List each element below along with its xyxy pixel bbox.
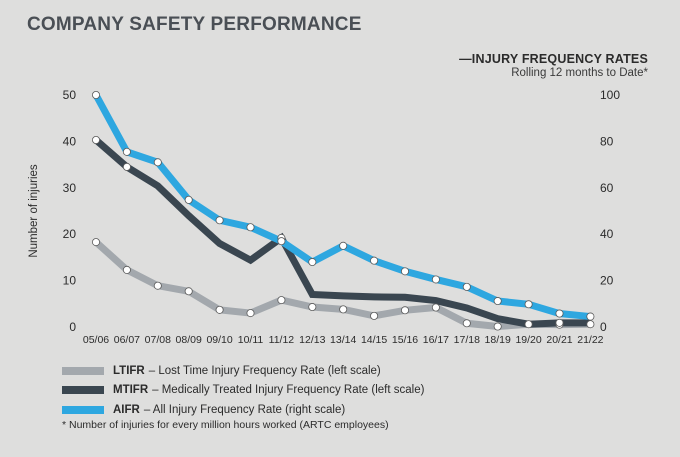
data-point-aifr: [400, 267, 409, 276]
legend-text-aifr: – All Injury Frequency Rate (right scale…: [143, 403, 346, 416]
x-tick-label: 15/16: [392, 334, 418, 346]
series-line-ltifr: [93, 239, 591, 331]
data-point-ltifr: [431, 303, 440, 312]
chart-subtitle: Rolling 12 months to Date*: [511, 67, 648, 79]
data-point-aifr: [493, 297, 502, 306]
data-point-ltifr: [493, 322, 502, 331]
x-tick-label: 17/18: [454, 334, 480, 346]
y-tick-label-left: 0: [69, 320, 76, 334]
data-point-ltifr: [308, 303, 317, 312]
line-chart: 0 10 20 30 40 50 0 20 40 60 80 100 Number of injurie…: [28, 88, 620, 346]
y-tick-label-right: 100: [600, 88, 620, 102]
legend-item-ltifr: LTIFR – Lost Time Injury Frequency Rate …: [62, 361, 424, 381]
data-point-ltifr: [122, 265, 131, 274]
data-point-aifr: [370, 256, 379, 265]
data-point-aifr: [215, 216, 224, 225]
x-tick-label: 07/08: [145, 334, 171, 346]
data-point-aifr: [462, 282, 471, 291]
data-point-ltifr: [462, 319, 471, 328]
y-tick-label-right: 0: [600, 320, 607, 334]
y-tick-label-right: 60: [600, 181, 614, 195]
y-tick-label-left: 30: [63, 181, 77, 195]
legend-item-mtifr: MTIFR – Medically Treated Injury Frequen…: [62, 381, 424, 401]
y-tick-label-left: 50: [63, 88, 77, 102]
series-line-mtifr: [93, 137, 591, 328]
data-point-aifr: [431, 275, 440, 284]
data-point-aifr: [153, 158, 162, 167]
legend-code-aifr: AIFR: [113, 403, 140, 416]
legend-item-aifr: AIFR – All Injury Frequency Rate (right …: [62, 400, 424, 420]
data-point-mtifr: [555, 318, 564, 327]
x-tick-label: 18/19: [485, 334, 511, 346]
legend-swatch-mtifr: [62, 386, 104, 395]
data-point-aifr: [308, 258, 317, 267]
x-tick-label: 21/22: [577, 334, 603, 346]
x-tick-label: 08/09: [176, 334, 202, 346]
legend-text-mtifr: – Medically Treated Injury Frequency Rat…: [152, 384, 425, 397]
chart-header: —INJURY FREQUENCY RATES Rolling 12 month…: [459, 52, 648, 79]
data-point-aifr: [586, 312, 595, 321]
y-tick-label-left: 10: [63, 274, 77, 288]
x-tick-label: 12/13: [299, 334, 325, 346]
x-tick-label: 11/12: [269, 334, 295, 346]
y-tick-label-right: 80: [600, 134, 614, 148]
data-point-mtifr: [92, 136, 101, 145]
x-tick-label: 05/06: [83, 334, 109, 346]
data-point-aifr: [184, 195, 193, 204]
data-point-ltifr: [184, 287, 193, 296]
legend-swatch-ltifr: [62, 366, 104, 375]
legend-code-mtifr: MTIFR: [113, 384, 149, 397]
x-tick-label: 19/20: [515, 334, 541, 346]
data-point-ltifr: [246, 309, 255, 318]
y-tick-label-right: 20: [600, 274, 614, 288]
footnote: * Number of injuries for every million h…: [62, 419, 389, 431]
data-point-aifr: [277, 237, 286, 246]
x-tick-label: 10/11: [238, 334, 264, 346]
legend: LTIFR – Lost Time Injury Frequency Rate …: [62, 361, 424, 420]
data-point-ltifr: [586, 320, 595, 329]
x-tick-label: 14/15: [361, 334, 387, 346]
x-tick-label: 20/21: [546, 334, 572, 346]
x-tick-label: 09/10: [206, 334, 232, 346]
data-point-aifr: [339, 241, 348, 250]
data-point-ltifr: [92, 238, 101, 247]
data-point-aifr: [524, 300, 533, 309]
data-point-aifr: [122, 147, 131, 156]
data-point-ltifr: [400, 306, 409, 315]
legend-text-ltifr: – Lost Time Injury Frequency Rate (left …: [148, 364, 381, 377]
data-point-ltifr: [215, 305, 224, 314]
data-point-ltifr: [153, 281, 162, 290]
data-point-aifr: [246, 223, 255, 232]
data-point-ltifr: [524, 320, 533, 329]
data-point-mtifr: [122, 162, 131, 171]
legend-code-ltifr: LTIFR: [113, 364, 145, 377]
series-line-aifr: [92, 93, 591, 321]
y-axis-label: Number of injuries: [28, 164, 40, 258]
legend-swatch-aifr: [62, 405, 104, 414]
y-tick-label-left: 40: [63, 134, 77, 148]
y-tick-label-left: 20: [63, 227, 77, 241]
y-tick-label-right: 40: [600, 227, 614, 241]
data-point-ltifr: [339, 305, 348, 314]
data-point-ltifr: [277, 296, 286, 305]
x-tick-label: 13/14: [330, 334, 356, 346]
data-point-aifr: [555, 309, 564, 318]
data-point-aifr: [92, 91, 101, 100]
page-title: COMPANY SAFETY PERFORMANCE: [27, 14, 362, 35]
x-tick-label: 06/07: [114, 334, 140, 346]
data-point-ltifr: [370, 311, 379, 320]
x-tick-label: 16/17: [423, 334, 449, 346]
chart-title: —INJURY FREQUENCY RATES: [459, 52, 648, 66]
